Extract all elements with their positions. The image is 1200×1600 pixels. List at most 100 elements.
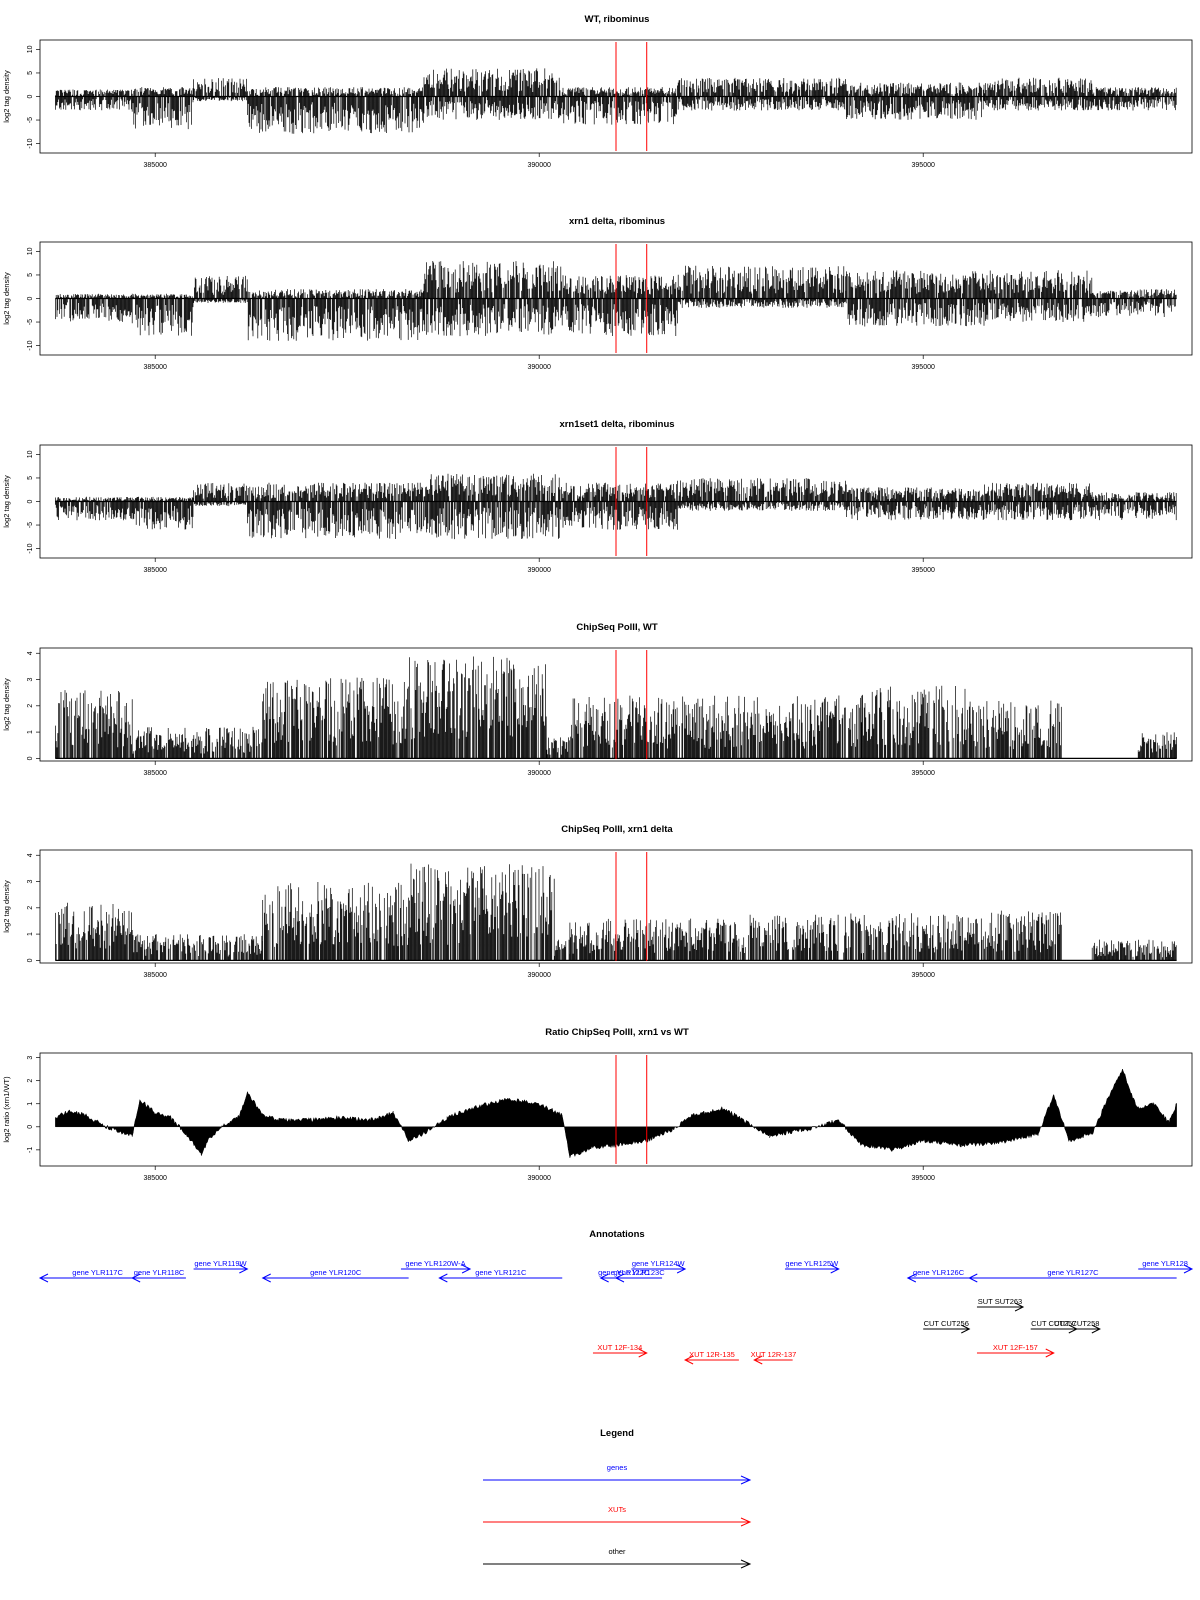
y-tick-label: 4 (27, 853, 34, 857)
panel-title: ChipSeq PolII, xrn1 delta (561, 824, 673, 835)
feature-label: gene YLR119W (194, 1259, 247, 1268)
annotation-feature: gene YLR121C (438, 1268, 563, 1283)
feature-label: XUT 12F-157 (993, 1343, 1038, 1352)
x-tick-label: 395000 (912, 972, 935, 979)
y-tick-label: 5 (27, 71, 34, 75)
feature-label: CUT CUT256 (924, 1319, 969, 1328)
annotation-feature: XUT 12R-137 (751, 1350, 797, 1365)
panel-title: ChipSeq PolII, WT (576, 622, 657, 633)
plot-frame (39, 1052, 1193, 1167)
y-axis-label: log2 ratio (xrn1/WT) (2, 1076, 11, 1143)
x-tick-label: 390000 (528, 770, 551, 777)
arrow-head-icon (740, 1559, 752, 1569)
legend-label: genes (607, 1463, 628, 1472)
x-tick-label: 395000 (912, 1175, 935, 1182)
panel-5: ChipSeq PolII, xrn1 delta log2 tag densit… (2, 824, 1193, 979)
annotation-feature: CUT CUT256 (923, 1319, 971, 1334)
arrow-head-icon (1045, 1348, 1055, 1358)
arrow-head-icon (239, 1264, 249, 1274)
annotation-feature: gene YLR118C (131, 1268, 186, 1283)
panel-title: xrn1set1 delta, ribominus (559, 419, 674, 430)
annotation-feature: gene YLR124W (631, 1259, 687, 1274)
annotation-feature: SUT SUT263 (976, 1297, 1025, 1312)
y-tick-label: 5 (27, 476, 34, 480)
y-tick-label: 1 (27, 1102, 34, 1106)
arrow-head-icon (638, 1348, 648, 1358)
arrow-head-icon (38, 1273, 49, 1283)
y-tick-label: 0 (27, 94, 34, 98)
y-tick-label: 3 (27, 879, 34, 883)
panel-title: Ratio ChipSeq PolII, xrn1 vs WT (545, 1027, 689, 1038)
annotation-feature: gene YLR127C (968, 1268, 1177, 1283)
y-axis-label: log2 tag density (2, 678, 11, 731)
x-tick-label: 385000 (144, 162, 167, 169)
panel-1: WT, ribominus log2 tag density -10 -5 0 5 10 38… (2, 14, 1193, 169)
arrow-head-icon (676, 1264, 687, 1274)
x-tick-label: 390000 (528, 364, 551, 371)
arrow-head-icon (461, 1264, 472, 1274)
feature-label: gene YLR123C (613, 1268, 665, 1277)
y-tick-label: -1 (27, 1147, 34, 1153)
panel-2: xrn1 delta, ribominus log2 tag density -10… (2, 216, 1193, 371)
feature-label: gene YLR121C (475, 1268, 527, 1277)
x-tick-label: 385000 (144, 364, 167, 371)
y-tick-label: 4 (27, 651, 34, 655)
y-tick-label: 0 (27, 499, 34, 503)
feature-label: gene YLR128 (1142, 1259, 1188, 1268)
annotation-feature: gene YLR125W (784, 1259, 840, 1274)
feature-label: CUT CUT257 (1031, 1319, 1076, 1328)
arrow-head-icon (968, 1273, 978, 1283)
annotation-feature: CUT CUT258 (1053, 1319, 1101, 1334)
y-tick-label: -10 (27, 543, 34, 553)
arrow-head-icon (830, 1264, 840, 1274)
feature-label: gene YLR117C (72, 1268, 123, 1277)
arrow-head-icon (1091, 1324, 1101, 1334)
y-axis-label: log2 tag density (2, 880, 11, 933)
arrow-head-icon (684, 1355, 694, 1365)
feature-label: gene YLR120C (310, 1268, 362, 1277)
annotations-panel: Annotations gene YLR117C gene YLR118C gene… (38, 1229, 1194, 1365)
annotation-feature: gene YLR120W-A (400, 1259, 472, 1274)
arrow-head-icon (961, 1324, 971, 1334)
y-tick-label: 0 (27, 756, 34, 760)
y-tick-label: 2 (27, 704, 34, 708)
legend-entry: genes (483, 1463, 752, 1485)
panel-title: xrn1 delta, ribominus (569, 216, 665, 227)
arrow-head-icon (131, 1273, 141, 1283)
legend-label: XUTs (608, 1505, 626, 1514)
arrow-head-icon (740, 1475, 752, 1485)
x-tick-label: 390000 (528, 972, 551, 979)
annotations-title: Annotations (589, 1229, 644, 1240)
panel-3: xrn1set1 delta, ribominus log2 tag densit… (2, 419, 1193, 574)
feature-label: XUT 12R-137 (751, 1350, 797, 1359)
feature-label: gene YLR126C (913, 1268, 965, 1277)
y-tick-label: -5 (27, 319, 34, 325)
plot-frame (39, 849, 1193, 964)
arrow-head-icon (753, 1355, 763, 1365)
feature-label: XUT 12F-134 (597, 1343, 642, 1352)
x-tick-label: 385000 (144, 1175, 167, 1182)
arrow-head-icon (906, 1273, 917, 1283)
x-tick-label: 390000 (528, 567, 551, 574)
feature-label: gene YLR122C (598, 1268, 650, 1277)
legend-label: other (608, 1547, 626, 1556)
y-tick-label: 2 (27, 1079, 34, 1083)
panel-title: WT, ribominus (585, 14, 650, 25)
feature-label: CUT CUT258 (1054, 1319, 1099, 1328)
y-tick-label: 1 (27, 730, 34, 734)
legend-entry: other (483, 1547, 752, 1569)
x-tick-label: 395000 (912, 567, 935, 574)
y-tick-label: 10 (27, 450, 34, 458)
x-tick-label: 385000 (144, 972, 167, 979)
y-tick-label: 1 (27, 932, 34, 936)
annotation-feature: XUT 12F-134 (592, 1343, 648, 1358)
y-tick-label: 0 (27, 958, 34, 962)
y-tick-label: -10 (27, 138, 34, 148)
annotation-feature: gene YLR128 (1138, 1259, 1194, 1274)
y-tick-label: -10 (27, 340, 34, 350)
arrow-head-icon (261, 1273, 271, 1283)
legend-panel: Legend genes XUTs other (483, 1428, 752, 1569)
y-axis-label: log2 tag density (2, 272, 11, 325)
